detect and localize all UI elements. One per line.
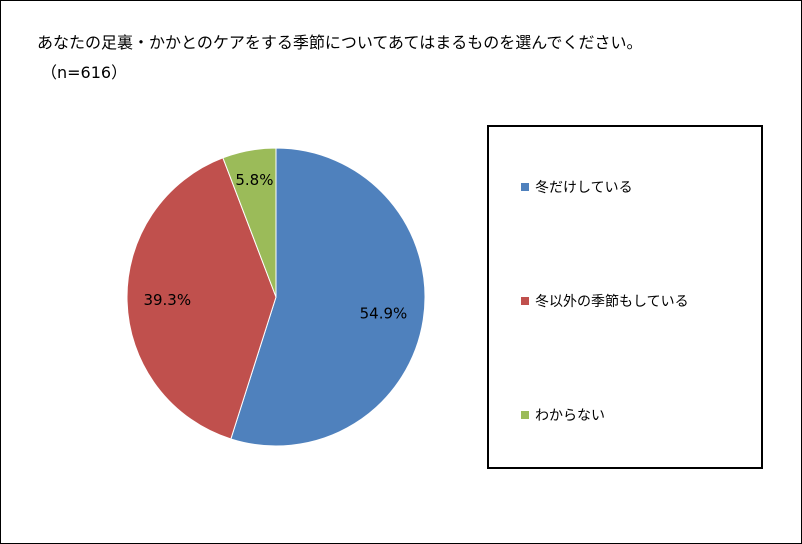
pie-labels: 54.9% 39.3% 5.8% [143,171,407,323]
legend-swatch-unknown [521,411,529,419]
legend-label-unknown: わからない [535,408,605,424]
pie-slice-unknown [222,147,277,298]
legend-label-other-seasons: 冬以外の季節もしている [535,294,689,310]
legend-swatch-winter-only [521,183,529,191]
legend-swatch-other-seasons [521,297,529,305]
pie-label-unknown: 5.8% [235,171,273,189]
legend: 冬だけしている 冬以外の季節もしている わからない [487,125,763,469]
pie-slice-other-seasons [126,157,277,440]
legend-item-winter-only: 冬だけしている [521,177,633,197]
legend-item-other-seasons: 冬以外の季節もしている [521,291,689,311]
legend-item-unknown: わからない [521,405,605,425]
legend-label-winter-only: 冬だけしている [535,180,633,196]
pie-slices [126,147,426,447]
chart-title: あなたの足裏・かかとのケアをする季節についてあてはまるものを選んでください。 [37,33,643,52]
chart-subtitle: （n=616） [41,63,128,82]
pie-label-other-seasons: 39.3% [143,291,191,309]
pie-slice-winter-only [230,147,426,447]
pie-label-winter-only: 54.9% [360,305,408,323]
